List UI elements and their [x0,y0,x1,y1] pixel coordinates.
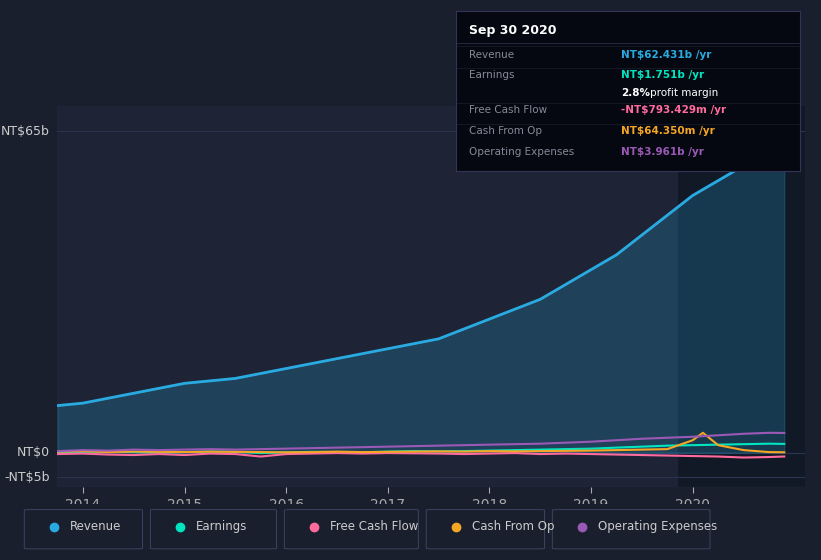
Text: NT$0: NT$0 [17,446,50,459]
Text: NT$3.961b /yr: NT$3.961b /yr [621,147,704,157]
Text: Free Cash Flow: Free Cash Flow [330,520,419,533]
Text: Sep 30 2020: Sep 30 2020 [470,24,557,37]
Text: Cash From Op: Cash From Op [472,520,554,533]
Text: NT$64.350m /yr: NT$64.350m /yr [621,126,715,136]
Text: -NT$5b: -NT$5b [4,471,50,484]
Text: Earnings: Earnings [196,520,247,533]
Text: -NT$793.429m /yr: -NT$793.429m /yr [621,105,727,115]
Text: Revenue: Revenue [70,520,122,533]
Text: profit margin: profit margin [650,88,718,98]
Text: Free Cash Flow: Free Cash Flow [470,105,548,115]
Text: NT$1.751b /yr: NT$1.751b /yr [621,70,704,80]
Bar [677,106,805,487]
Text: Revenue: Revenue [470,49,515,59]
Text: Cash From Op: Cash From Op [470,126,543,136]
Text: Operating Expenses: Operating Expenses [470,147,575,157]
Text: Earnings: Earnings [470,70,515,80]
Text: NT$62.431b /yr: NT$62.431b /yr [621,49,712,59]
Text: NT$65b: NT$65b [1,125,50,138]
Text: 2.8%: 2.8% [621,88,650,98]
Text: Operating Expenses: Operating Expenses [598,520,718,533]
